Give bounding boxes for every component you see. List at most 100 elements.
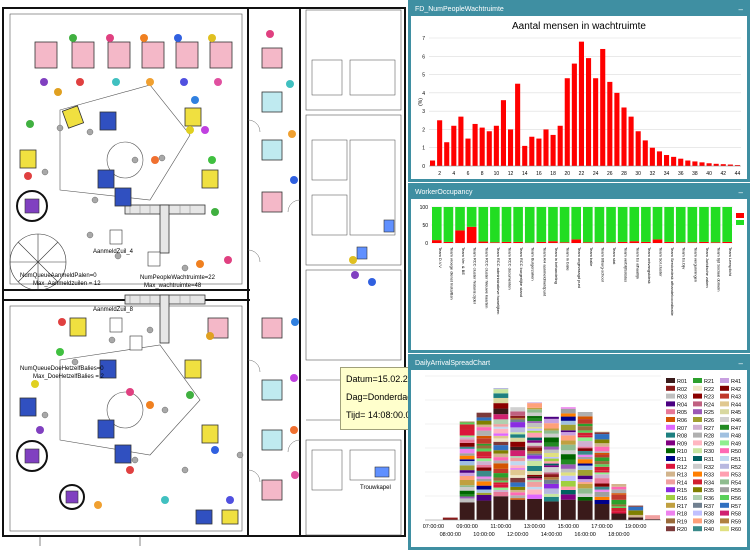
chart3-segment	[527, 465, 542, 472]
chart3-legend-swatch	[693, 393, 702, 399]
chart3-segment	[510, 499, 526, 520]
chart1-xtick-label: 32	[650, 171, 656, 177]
floorplan[interactable]	[0, 0, 410, 550]
chart3-segment	[544, 416, 559, 419]
worker-chart-window[interactable]: WorkerOccupancy – 0 50 100 Team D.V.V Team v…	[408, 183, 750, 353]
chart3-segment	[544, 488, 559, 494]
chart3-segment	[493, 393, 509, 398]
chart3-segment	[527, 403, 542, 408]
chart3-segment	[577, 493, 593, 497]
chart3-segment	[611, 489, 627, 494]
chart3-segment	[476, 467, 492, 471]
people-chart-window[interactable]: FD_NumPeopleWachtruimte – Aantal mensen …	[408, 0, 750, 182]
chart3-segment	[577, 412, 593, 417]
chart3-segment	[527, 450, 542, 454]
chart2-category-label: Team D.V.V	[438, 247, 443, 268]
chart3-xtick-label: 13:00:00	[524, 524, 545, 530]
chart3-legend-label: R24	[704, 402, 714, 408]
people-histogram: Aantal mensen in wachtruimte01234567(%)2…	[411, 16, 747, 179]
chart3-segment	[510, 419, 526, 423]
chart3-legend-label: R56	[731, 496, 741, 502]
daily-chart-window[interactable]: DailyArrivalSpreadChart – 07:00:00 09:00:…	[408, 354, 750, 550]
chart3-segment	[459, 490, 475, 494]
chart3-legend-swatch	[693, 471, 702, 477]
chart1-ytick-label: 2	[422, 127, 425, 133]
chart1-xtick-label: 20	[564, 171, 570, 177]
label-max-doe: Max_DoeHetzelfBalies = 2	[33, 374, 104, 380]
chart3-legend-swatch	[720, 409, 729, 415]
chart3-legend-swatch	[693, 401, 702, 407]
chart3-segment	[577, 463, 593, 466]
chart1-bar	[500, 100, 506, 166]
chart3-legend-label: R44	[731, 402, 741, 408]
chart3-segment	[510, 422, 526, 428]
chart3-segment	[560, 489, 576, 495]
chart3-segment	[459, 429, 475, 436]
people-chart-titlebar[interactable]: FD_NumPeopleWachtruimte –	[411, 3, 747, 16]
chart3-segment	[527, 489, 542, 495]
chart3-legend-swatch	[666, 502, 675, 508]
chart3-legend-swatch	[720, 432, 729, 438]
chart1-bar	[522, 145, 528, 166]
chart3-legend-label: R19	[677, 519, 687, 525]
chart3-legend-label: R32	[704, 465, 714, 471]
chart3-segment	[577, 435, 593, 438]
chart3-segment	[577, 488, 593, 494]
chart3-segment	[476, 494, 492, 501]
chart2-bar-red	[699, 241, 709, 243]
chart3-segment	[560, 432, 576, 436]
chart3-segment	[510, 486, 526, 490]
worker-chart-minimize-icon[interactable]: –	[738, 188, 743, 197]
chart3-legend-label: R20	[677, 527, 687, 533]
chart3-legend-swatch	[693, 502, 702, 508]
chart2-category-label: Team vroege dienst Insta/Bsn	[449, 247, 454, 300]
people-chart-title: FD_NumPeopleWachtruimte	[415, 6, 504, 13]
chart1-ylabel: (%)	[418, 98, 424, 106]
chart3-legend-label: R13	[677, 473, 687, 479]
chart3-segment	[459, 496, 475, 499]
chart2-bar-green	[583, 207, 593, 243]
chart3-segment	[560, 444, 576, 451]
chart3-segment	[577, 430, 593, 433]
chart3-segment	[577, 426, 593, 431]
chart2-category-label: Team verblijfsstatus	[624, 247, 629, 282]
chart3-segment	[645, 515, 660, 520]
chart3-segment	[577, 437, 593, 442]
chart3-legend-label: R45	[731, 410, 741, 416]
chart1-ytick-label: 3	[422, 109, 425, 115]
chart1-bar	[727, 164, 733, 166]
chart2-bar-red	[583, 242, 593, 243]
chart3-segment	[527, 479, 542, 482]
chart3-segment	[527, 427, 542, 429]
chart3-segment	[527, 402, 542, 404]
chart3-segment	[560, 454, 576, 460]
daily-chart-titlebar[interactable]: DailyArrivalSpreadChart –	[411, 357, 747, 370]
chart3-segment	[594, 446, 610, 452]
chart3-segment	[611, 511, 627, 514]
chart3-legend-swatch	[720, 385, 729, 391]
chart3-segment	[459, 437, 475, 440]
chart3-segment	[560, 459, 576, 465]
chart3-segment	[459, 422, 475, 425]
chart3-segment	[493, 435, 509, 439]
chart3-legend-label: R37	[704, 504, 714, 510]
chart3-segment	[459, 435, 475, 438]
chart2-category-label: Team RCC cluster Nieuwe kaarten	[484, 247, 489, 308]
chart1-bar	[699, 162, 705, 166]
chart3-legend-swatch	[693, 526, 702, 532]
chart3-legend-swatch	[720, 526, 729, 532]
daily-chart-minimize-icon[interactable]: –	[738, 359, 743, 368]
chart2-ytick-label: 100	[420, 205, 429, 211]
people-chart-minimize-icon[interactable]: –	[738, 5, 743, 14]
chart3-segment	[594, 454, 610, 458]
chart3-segment	[527, 458, 542, 461]
worker-chart-title: WorkerOccupancy	[415, 189, 473, 196]
chart3-legend-label: R01	[677, 379, 687, 385]
chart3-segment	[493, 438, 509, 442]
chart2-bar-green	[617, 207, 628, 242]
chart3-segment	[611, 486, 627, 490]
worker-chart-titlebar[interactable]: WorkerOccupancy –	[411, 186, 747, 199]
chart1-xtick-label: 4	[452, 171, 455, 177]
chart3-legend-label: R60	[731, 527, 741, 533]
